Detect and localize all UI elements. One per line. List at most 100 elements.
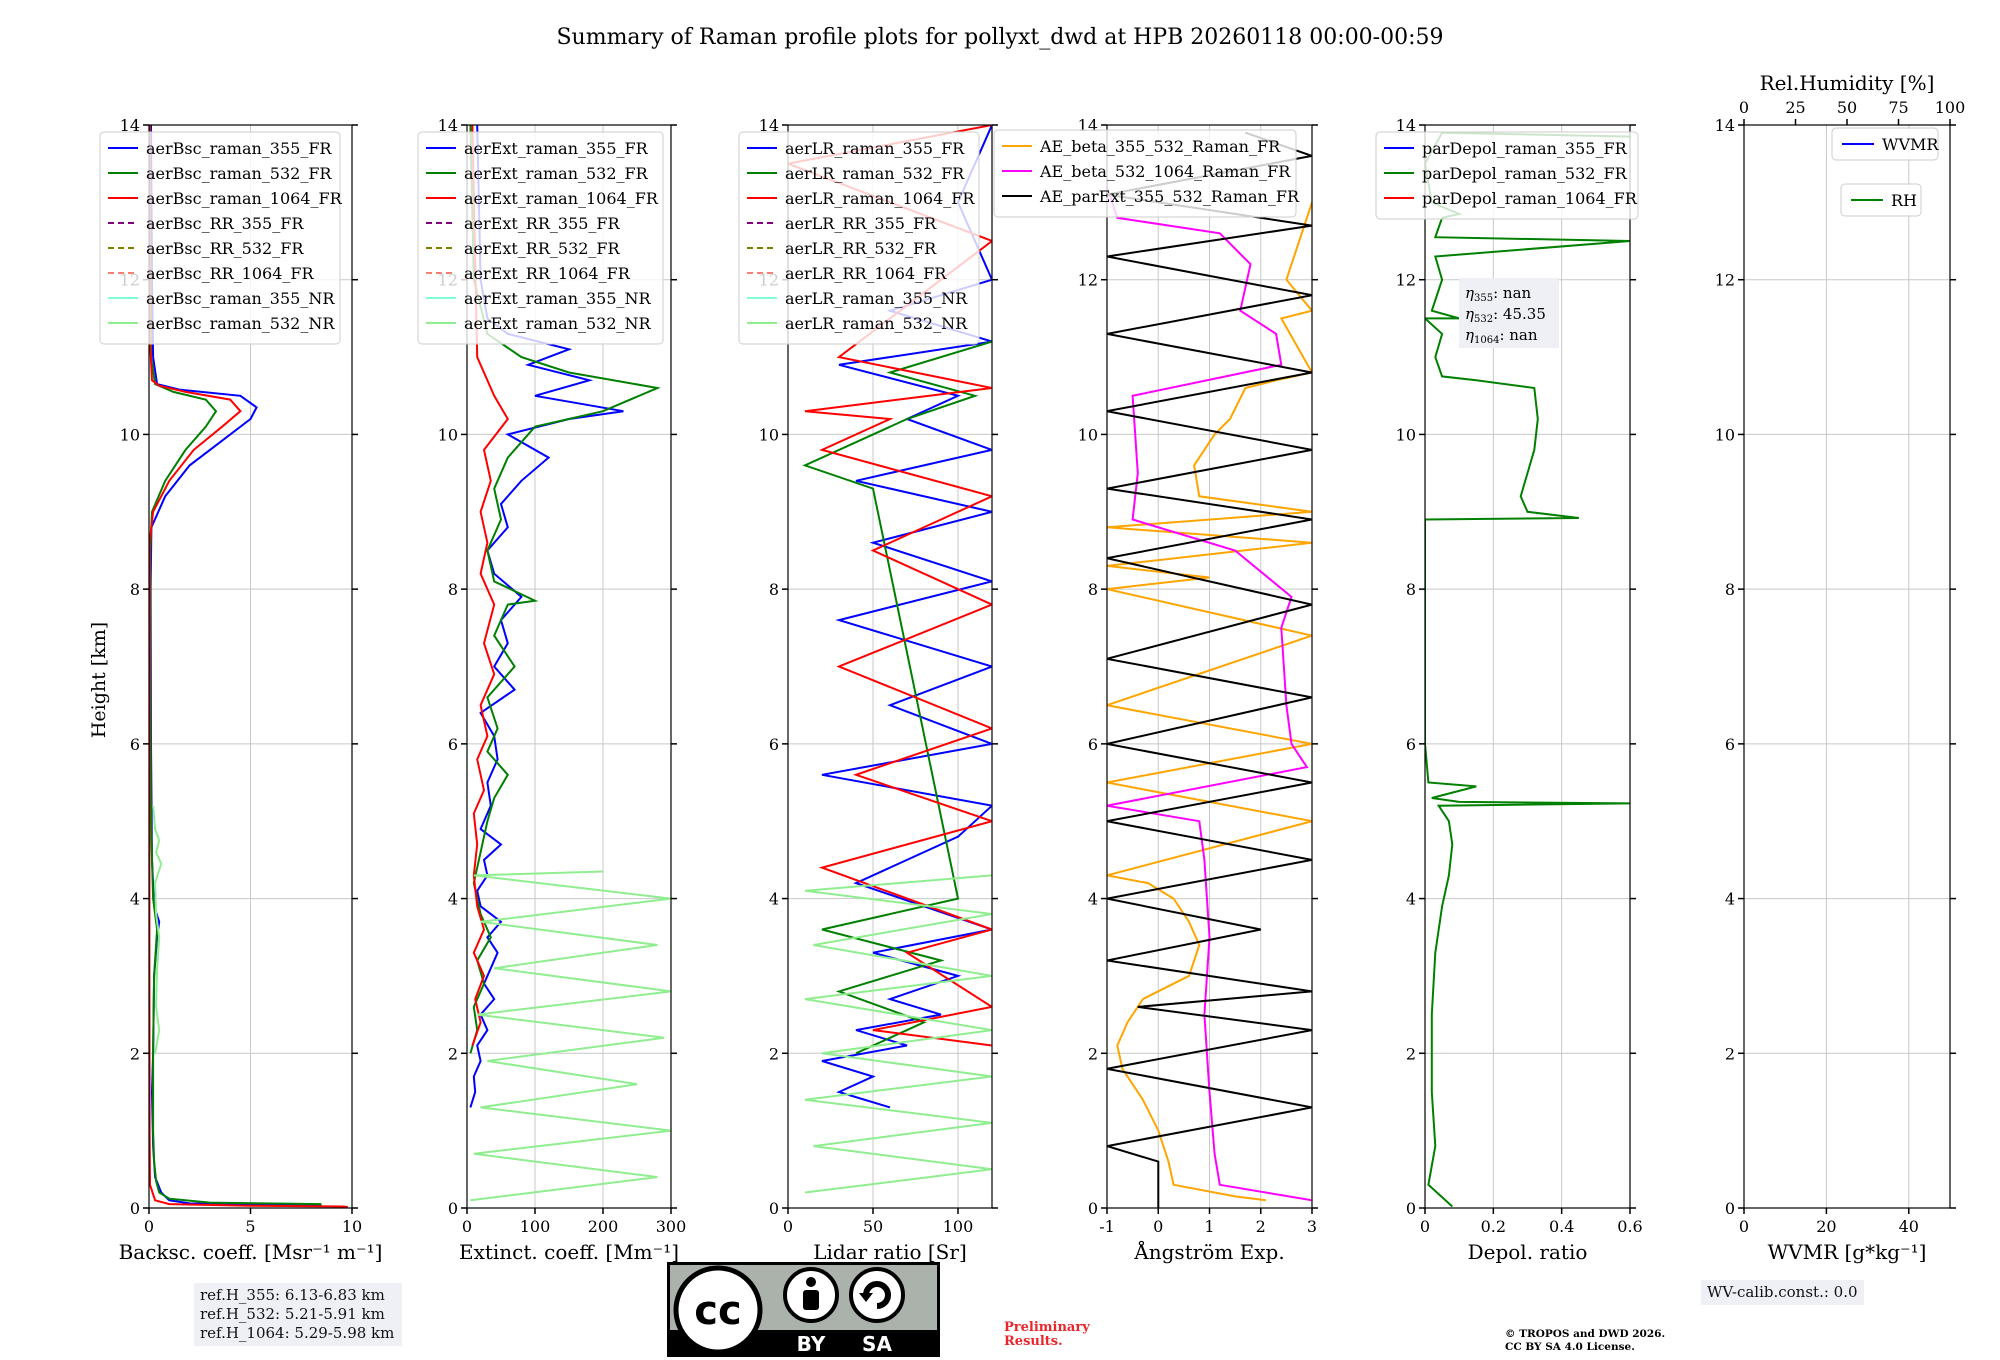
eta-annotation-line: η1064: nan [1465,326,1538,346]
legend-label: aerBsc_RR_1064_FR [146,264,315,283]
legend-box [738,131,980,345]
legend-label: aerBsc_raman_1064_FR [146,189,343,208]
x-tick-label: 0 [144,1217,154,1236]
series-line-AE_beta_355_532_Raman_FR [1107,202,1312,1202]
x-tick-label: 100 [943,1217,974,1236]
copyright-line-1: © TROPOS and DWD 2026. [1505,1328,1666,1340]
series-line-aerExt_raman_532_NR [470,870,671,1202]
cc-logo-text: cc [694,1288,741,1334]
x-tick-label: 50 [863,1217,883,1236]
y-tick-label: 0 [448,1199,458,1218]
y-tick-label: 6 [1088,735,1098,754]
legend-label: aerExt_RR_532_FR [464,239,621,258]
legend-label: AE_parExt_355_532_Raman_FR [1039,187,1300,206]
panel-depol: 0 2 4 6 8 10 12 14 0 0.2 0.4 0.6 Depol. ratio parDepo… [1375,116,1643,1264]
x-tick-label: 0 [1153,1217,1163,1236]
series-line-aerLR_raman_532_NR [804,874,992,1194]
y-tick-label: 10 [438,425,458,444]
series-line-aerExt_raman_1064_FR [471,125,510,1046]
x-tick-label: 0 [1739,1217,1749,1236]
x-tick-label: 300 [656,1217,687,1236]
y-tick-label: 4 [769,890,779,909]
eta-annotation-box [1459,278,1559,348]
panel-ext: 024681012140100200300Extinct. coeff. [Mm… [417,116,687,1264]
figure-title: Summary of Raman profile plots for polly… [556,25,1443,50]
y-tick-label: 14 [1396,116,1416,135]
y-tick-label: 6 [769,735,779,754]
y-tick-label: 4 [1088,890,1098,909]
x-axis-label: WVMR [g*kg⁻¹] [1768,1240,1927,1264]
x-tick-label: 0.6 [1617,1217,1642,1236]
eta-annotation-line: η355: nan [1465,284,1532,304]
top-x-tick-label: 75 [1888,98,1908,117]
y-tick-label: 2 [1725,1044,1735,1063]
top-x-tick-label: 100 [1935,98,1966,117]
x-axis-label: Ångström Exp. [1133,1239,1284,1264]
wv-calibration-box: WV-calib.const.: 0.0 [1701,1280,1864,1305]
legend-box [1375,131,1639,220]
legend-label: aerExt_raman_1064_FR [464,189,659,208]
series-group [788,125,992,1194]
x-tick-label: 0.4 [1549,1217,1574,1236]
series-group [1107,131,1312,1208]
wv-calib-text: WV-calib.const.: 0.0 [1707,1283,1858,1301]
legend-label: aerLR_raman_355_FR [785,139,965,158]
x-tick-label: 0 [1420,1217,1430,1236]
y-tick-label: 8 [1088,580,1098,599]
reference-height-box: ref.H_355: 6.13-6.83 km ref.H_532: 5.21-… [194,1283,402,1346]
eta-annotation-line: η532: 45.35 [1465,305,1546,325]
y-tick-label: 12 [1078,271,1098,290]
y-tick-label: 4 [1725,890,1735,909]
y-tick-label: 0 [769,1199,779,1218]
legend-box [417,131,664,345]
sa-label: SA [862,1332,892,1356]
preliminary-line-1: Preliminary [1004,1320,1090,1335]
legend-label: parDepol_raman_1064_FR [1422,189,1638,208]
panel-lr: 02468101214050100Lidar ratio [Sr]aerLR_r… [738,116,998,1264]
refh-1064: ref.H_1064: 5.29-5.98 km [200,1324,395,1342]
x-axis-label: Backsc. coeff. [Msr⁻¹ m⁻¹] [119,1240,383,1264]
series-line-aerLR_raman_355_FR [821,125,992,1109]
x-axis-label: Lidar ratio [Sr] [813,1240,967,1264]
legend-label: aerExt_RR_355_FR [464,214,621,233]
series-line-aerLR_raman_1064_FR [788,125,992,1047]
y-tick-label: 2 [130,1044,140,1063]
legend-label: aerBsc_raman_532_NR [146,314,335,333]
legend-label: aerExt_raman_355_FR [464,139,649,158]
legend-label: aerBsc_RR_355_FR [146,214,304,233]
x-tick-label: 10 [342,1217,362,1236]
person-body-icon [803,1290,819,1310]
y-tick-label: 0 [130,1199,140,1218]
legend-label: aerLR_raman_532_FR [785,164,965,183]
copyright-note: © TROPOS and DWD 2026. CC BY SA 4.0 Lice… [1505,1328,1665,1354]
legend-label: aerLR_raman_1064_FR [785,189,975,208]
x-tick-label: 200 [588,1217,619,1236]
y-tick-label: 0 [1725,1199,1735,1218]
legend-label: WVMR [1882,135,1939,154]
series-line-aerLR_raman_532_FR [802,340,992,1055]
series-line-AE_beta_532_1064_Raman_FR [1107,186,1312,1202]
series-line-aerExt_raman_355_FR [469,125,624,1108]
share-alike-icon [849,1267,905,1323]
y-tick-label: 0 [1406,1199,1416,1218]
panel-bsc: 024681012140510Backsc. coeff. [Msr⁻¹ m⁻¹… [99,116,383,1264]
x-tick-label: 0 [462,1217,472,1236]
y-tick-label: 8 [448,580,458,599]
legend-label: AE_beta_532_1064_Raman_FR [1039,162,1291,181]
y-tick-label: 10 [759,425,779,444]
series-group [149,125,349,1208]
y-tick-label: 14 [120,116,140,135]
top-x-tick-label: 0 [1739,98,1749,117]
top-x-tick-label: 25 [1785,98,1805,117]
series-line-aerBsc_raman_532_FR [149,125,322,1206]
y-tick-label: 6 [1406,735,1416,754]
x-tick-label: 0.2 [1481,1217,1506,1236]
refh-532: ref.H_532: 5.21-5.91 km [200,1305,385,1323]
y-tick-label: 0 [1088,1199,1098,1218]
legend-label: aerExt_raman_532_NR [464,314,652,333]
y-tick-label: 10 [1396,425,1416,444]
y-axis-label: Height [km] [88,622,110,738]
series-line-aerBsc_raman_532_NR [152,805,163,1054]
x-tick-label: 1 [1204,1217,1214,1236]
